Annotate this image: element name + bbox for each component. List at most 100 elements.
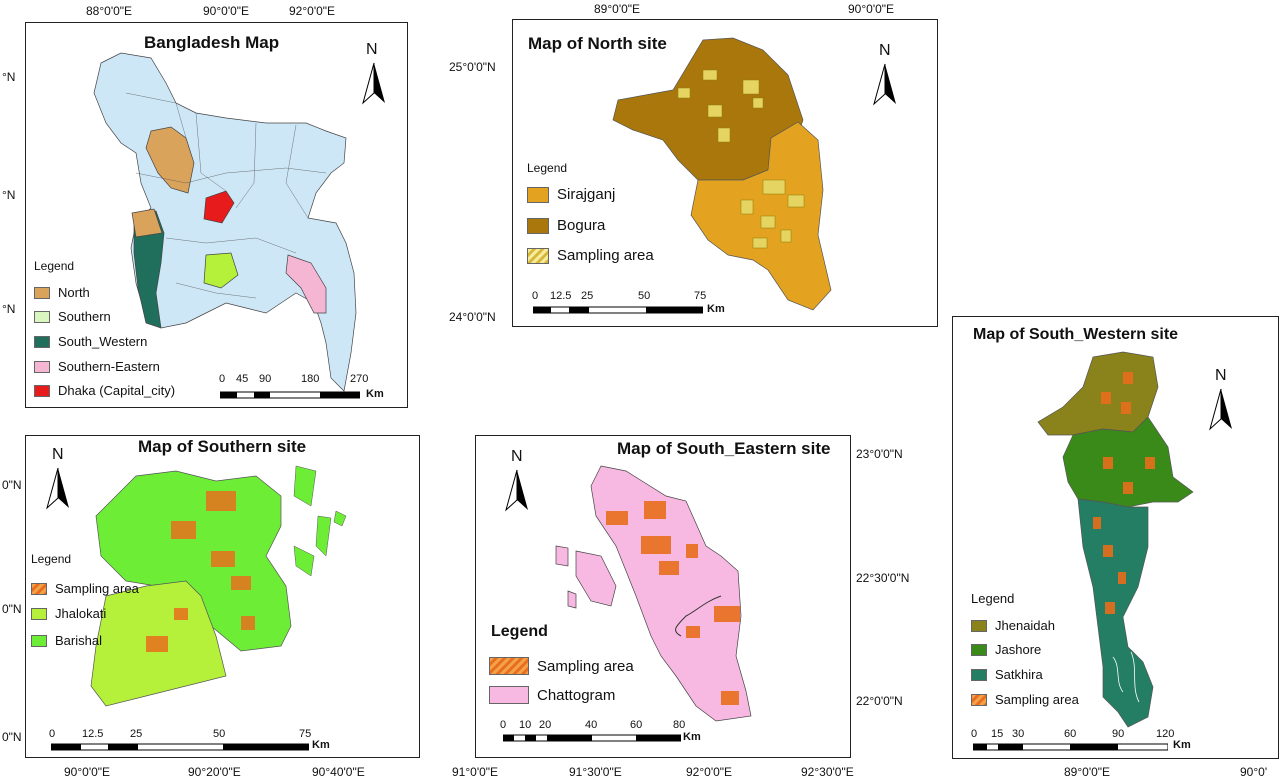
north-sampling-areas <box>677 69 805 249</box>
southern-tick-bottom-1: 90°0'0"E <box>64 765 111 779</box>
southern-site-frame: Map of Southern site N Legend Sampling a… <box>25 435 420 758</box>
bd-legend-dhaka: Dhaka (Capital_city) <box>34 383 175 398</box>
satkhira-shape <box>1077 498 1154 728</box>
southern-legend-sampling: Sampling area <box>31 581 139 596</box>
bd-south-western-region <box>133 210 165 329</box>
sw-scale-4: 90 <box>1112 728 1125 740</box>
southern-north-label: N <box>52 446 64 463</box>
chattogram-island-1 <box>575 550 617 607</box>
sw-scale-1: 15 <box>991 728 1004 740</box>
south-eastern-site-svg <box>555 465 752 722</box>
se-scale-4: 60 <box>630 719 643 731</box>
southern-scale-4: 75 <box>299 728 312 740</box>
north-arrow-icon <box>505 469 528 512</box>
north-legend-sirajganj: Sirajganj <box>527 186 615 203</box>
bd-scale-4: 270 <box>350 373 369 385</box>
swatch-satkhira <box>971 668 987 681</box>
swatch-jhenaidah <box>971 619 987 632</box>
north-arrow-icon <box>46 467 69 510</box>
sw-scale-3: 60 <box>1064 728 1077 740</box>
north-scale-0: 0 <box>532 290 539 302</box>
swatch-sampling-orange <box>31 582 47 595</box>
bd-tick-top-3: 92°0'0"E <box>289 4 336 18</box>
bd-legend-north-label: North <box>58 285 90 300</box>
southern-scale-0: 0 <box>49 728 56 740</box>
sw-sampling-areas <box>1093 372 1155 614</box>
north-legend-sirajganj-label: Sirajganj <box>557 186 616 203</box>
north-scale-3: 50 <box>638 290 651 302</box>
bd-tick-top-2: 90°0'0"E <box>203 4 250 18</box>
south-western-site-frame: Map of South_Western site N Legend Jhena… <box>952 316 1279 759</box>
swatch-north <box>34 286 50 299</box>
bd-legend-southern-eastern-label: Southern-Eastern <box>58 359 160 374</box>
sw-legend-jashore: Jashore <box>971 642 1041 657</box>
chattogram-island-3 <box>567 590 577 609</box>
sw-legend-jhenaidah: Jhenaidah <box>971 618 1055 633</box>
se-tick-bottom-4: 92°30'0"E <box>801 765 854 779</box>
bd-legend-dhaka-label: Dhaka (Capital_city) <box>58 383 176 398</box>
bd-legend-north: North <box>34 285 90 300</box>
south-eastern-site-frame: Map of South_Eastern site N Legend Sampl… <box>475 435 851 758</box>
north-legend-sampling-label: Sampling area <box>557 247 654 264</box>
southern-tick-bottom-2: 90°20'0"E <box>188 765 241 779</box>
southern-legend-jhalokati: Jhalokati <box>31 606 106 621</box>
bd-tick-left-1: °N <box>2 70 16 84</box>
se-scale-unit: Km <box>683 731 701 743</box>
southern-scale-3: 50 <box>213 728 226 740</box>
se-legend-chattogram-label: Chattogram <box>537 686 616 704</box>
bd-legend-southern: Southern <box>34 309 111 324</box>
bangladesh-map-frame: Bangladesh Map N Legend North Southern S… <box>25 22 408 408</box>
se-scale-0: 0 <box>500 719 507 731</box>
se-scale-bar <box>503 734 681 742</box>
se-legend-sampling-label: Sampling area <box>537 657 634 675</box>
bd-scale-unit: Km <box>366 388 384 400</box>
sw-tick-bottom-2: 90°0' <box>1240 765 1268 779</box>
bd-scale-0: 0 <box>219 373 226 385</box>
sw-tick-bottom-1: 89°0'0"E <box>1064 765 1111 779</box>
bd-scale-2: 90 <box>259 373 272 385</box>
swatch-sampling-yellow <box>527 247 549 264</box>
north-legend-bogura-label: Bogura <box>557 217 606 234</box>
southern-map-title: Map of Southern site <box>138 437 307 456</box>
sw-scale-0: 0 <box>971 728 978 740</box>
bd-district-lines <box>125 92 327 299</box>
sw-legend-jashore-label: Jashore <box>995 642 1042 657</box>
southern-tick-left-2: 0"N <box>2 602 22 616</box>
sw-legend-satkhira: Satkhira <box>971 667 1043 682</box>
se-scale-2: 20 <box>539 719 552 731</box>
north-scale-unit: Km <box>707 303 725 315</box>
se-legend-sampling: Sampling area <box>489 657 634 675</box>
se-sampling-areas <box>606 501 740 705</box>
swatch-chattogram <box>489 686 529 704</box>
southern-north-arrow: N <box>43 446 73 516</box>
north-map-title: Map of North site <box>528 34 667 53</box>
southern-tick-left-1: 0"N <box>2 478 22 492</box>
bd-tick-left-2: °N <box>2 188 16 202</box>
north-scale-4: 75 <box>694 290 707 302</box>
north-arrow-icon <box>362 62 385 105</box>
swatch-sampling-orange <box>489 657 529 675</box>
swatch-southern-eastern <box>34 360 50 373</box>
southern-site-svg <box>90 465 347 707</box>
se-scale-1: 10 <box>519 719 532 731</box>
bd-scale-3: 180 <box>301 373 320 385</box>
se-scale-5: 80 <box>673 719 686 731</box>
sw-scale-bar <box>973 743 1168 751</box>
southern-legend-barishal-label: Barishal <box>55 633 102 648</box>
north-arrow-icon <box>873 63 896 106</box>
sw-legend-title: Legend <box>971 591 1015 606</box>
north-site-arrow: N <box>870 42 900 112</box>
north-legend-title: Legend <box>527 161 568 175</box>
bd-tick-top-1: 88°0'0"E <box>86 4 133 18</box>
jashore-shape <box>1062 416 1194 508</box>
se-north-label: N <box>511 448 523 465</box>
southern-scale-2: 25 <box>130 728 143 740</box>
north-legend-sampling: Sampling area <box>527 247 654 264</box>
sw-north-arrow: N <box>1206 367 1236 437</box>
bd-scale-bar <box>220 391 360 399</box>
north-tick-top-1: 89°0'0"E <box>594 2 641 16</box>
se-legend-title: Legend <box>491 623 548 640</box>
bd-legend-southern-eastern: Southern-Eastern <box>34 359 160 374</box>
bd-legend-southern-label: Southern <box>58 309 111 324</box>
north-arrow-icon <box>1209 388 1232 431</box>
